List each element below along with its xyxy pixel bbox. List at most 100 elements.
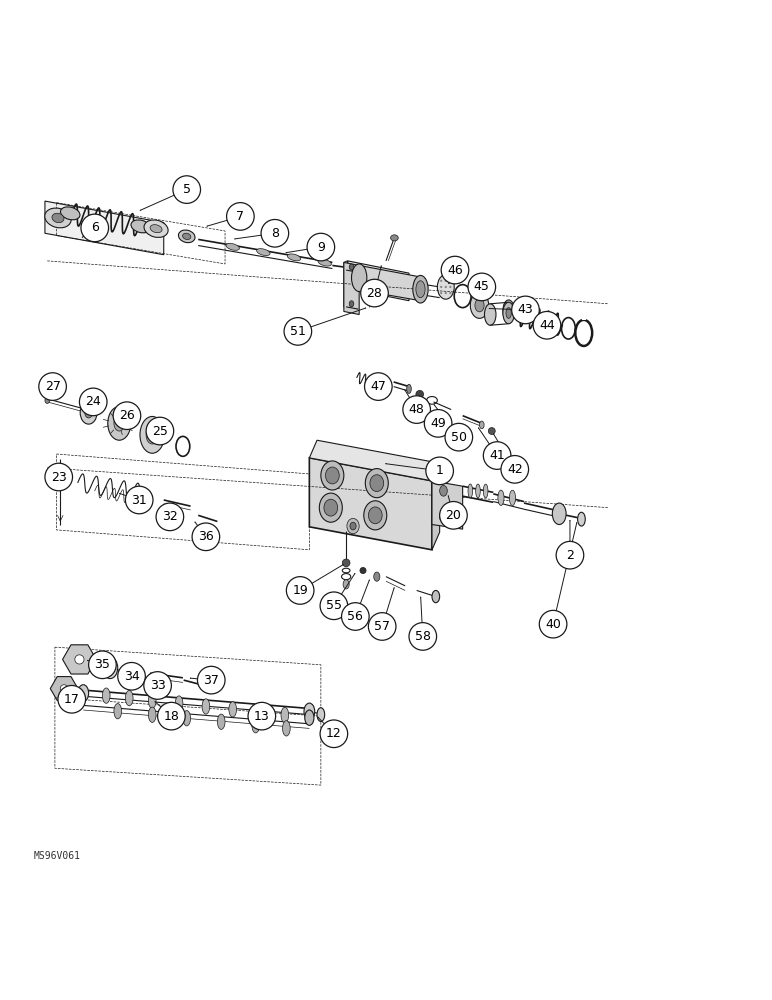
Ellipse shape (182, 233, 191, 239)
Text: 46: 46 (447, 264, 463, 277)
Circle shape (533, 311, 560, 339)
Text: 42: 42 (507, 463, 523, 476)
Ellipse shape (391, 235, 398, 241)
Circle shape (80, 388, 107, 416)
Text: 50: 50 (451, 431, 467, 444)
Circle shape (426, 457, 453, 485)
Ellipse shape (317, 708, 325, 722)
Ellipse shape (475, 299, 484, 312)
Circle shape (364, 373, 392, 400)
Ellipse shape (131, 220, 151, 233)
Circle shape (320, 592, 347, 620)
Ellipse shape (103, 688, 110, 703)
Ellipse shape (365, 469, 388, 498)
Circle shape (556, 541, 584, 569)
Text: 44: 44 (539, 319, 555, 332)
Ellipse shape (483, 484, 488, 498)
Ellipse shape (218, 714, 225, 729)
Circle shape (81, 214, 109, 242)
Circle shape (45, 463, 73, 491)
Polygon shape (45, 201, 164, 255)
Text: 7: 7 (236, 210, 245, 223)
Text: 12: 12 (326, 727, 342, 740)
Text: 26: 26 (119, 409, 135, 422)
Ellipse shape (498, 490, 504, 505)
Text: 36: 36 (198, 530, 214, 543)
Text: 27: 27 (45, 380, 60, 393)
Text: 48: 48 (408, 403, 425, 416)
Circle shape (144, 672, 171, 699)
Ellipse shape (305, 710, 314, 725)
Ellipse shape (445, 280, 447, 282)
Text: 57: 57 (374, 620, 390, 633)
Ellipse shape (349, 264, 354, 270)
Polygon shape (344, 261, 347, 308)
Ellipse shape (60, 207, 80, 220)
Ellipse shape (178, 230, 195, 243)
Circle shape (361, 279, 388, 307)
Circle shape (286, 577, 314, 604)
Text: 23: 23 (51, 471, 66, 484)
Ellipse shape (342, 559, 350, 567)
Polygon shape (432, 463, 439, 550)
Circle shape (441, 256, 469, 284)
Polygon shape (359, 265, 421, 301)
Text: MS96V061: MS96V061 (33, 851, 80, 861)
Ellipse shape (449, 286, 452, 288)
Circle shape (445, 423, 472, 451)
Circle shape (341, 603, 369, 630)
Ellipse shape (368, 507, 382, 524)
Ellipse shape (485, 304, 496, 325)
Text: 45: 45 (474, 280, 489, 293)
Ellipse shape (439, 485, 447, 496)
Ellipse shape (281, 707, 289, 723)
Circle shape (89, 651, 117, 679)
Text: 55: 55 (326, 599, 342, 612)
Ellipse shape (468, 484, 472, 498)
Circle shape (156, 503, 184, 531)
Ellipse shape (60, 685, 68, 692)
Ellipse shape (347, 518, 359, 534)
Text: 9: 9 (317, 241, 325, 254)
Ellipse shape (432, 590, 439, 603)
Ellipse shape (304, 703, 315, 720)
Ellipse shape (107, 663, 113, 673)
Text: 58: 58 (415, 630, 431, 643)
Ellipse shape (503, 302, 514, 324)
Circle shape (439, 502, 467, 529)
Polygon shape (432, 481, 462, 529)
Ellipse shape (479, 421, 484, 429)
Text: 31: 31 (131, 493, 147, 506)
Ellipse shape (449, 292, 452, 294)
Ellipse shape (506, 308, 511, 318)
Text: 35: 35 (94, 658, 110, 671)
Text: 20: 20 (445, 509, 462, 522)
Ellipse shape (52, 213, 64, 223)
Ellipse shape (175, 696, 183, 711)
Ellipse shape (476, 484, 480, 498)
Circle shape (483, 442, 511, 469)
Ellipse shape (148, 693, 156, 708)
Circle shape (501, 456, 529, 483)
Polygon shape (310, 440, 439, 481)
Ellipse shape (108, 406, 130, 440)
Circle shape (468, 273, 496, 301)
Ellipse shape (370, 475, 384, 492)
Ellipse shape (45, 397, 49, 403)
Ellipse shape (103, 657, 118, 679)
Ellipse shape (146, 426, 158, 444)
Text: 5: 5 (183, 183, 191, 196)
Circle shape (125, 486, 153, 514)
Ellipse shape (256, 705, 263, 720)
Ellipse shape (510, 490, 516, 506)
Circle shape (248, 702, 276, 730)
Ellipse shape (343, 580, 349, 589)
Circle shape (261, 219, 289, 247)
Ellipse shape (413, 275, 428, 303)
Ellipse shape (440, 280, 442, 282)
Ellipse shape (125, 690, 133, 706)
Ellipse shape (364, 501, 387, 530)
Ellipse shape (364, 297, 369, 301)
Ellipse shape (489, 428, 495, 434)
Circle shape (173, 176, 201, 203)
